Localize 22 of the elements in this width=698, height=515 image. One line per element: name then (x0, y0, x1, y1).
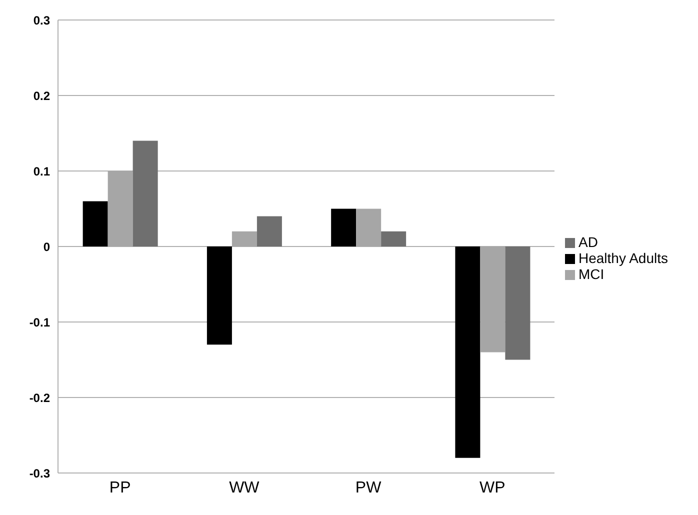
bar (82, 201, 108, 246)
bar (132, 140, 158, 246)
y-tick-label: -0.3 (29, 466, 50, 480)
bar (256, 216, 282, 246)
y-tick-label: 0.3 (33, 13, 50, 28)
legend-label: MCI (578, 266, 604, 282)
x-tick-label: PW (355, 479, 382, 496)
y-tick-label: 0.2 (33, 88, 50, 103)
bar (505, 246, 530, 360)
bar (331, 208, 356, 246)
y-tick-label: 0.1 (33, 164, 50, 178)
x-tick-label: WW (229, 479, 260, 496)
y-tick-label: -0.1 (29, 315, 50, 330)
x-tick-label: PP (109, 479, 131, 496)
legend-label: Healthy Adults (578, 250, 668, 266)
y-tick-label: 0 (43, 240, 50, 254)
bar (381, 231, 406, 246)
legend-label: AD (578, 234, 598, 250)
x-tick-label: WP (480, 479, 506, 496)
bar (455, 246, 480, 458)
bar (206, 246, 232, 345)
y-tick-label: -0.2 (29, 390, 50, 405)
